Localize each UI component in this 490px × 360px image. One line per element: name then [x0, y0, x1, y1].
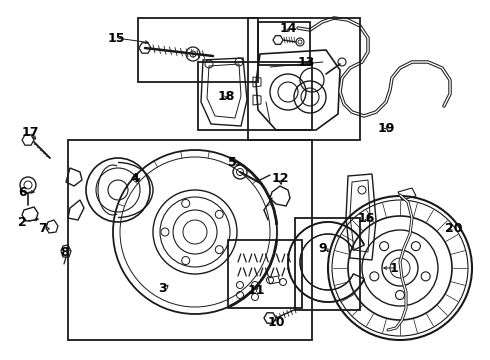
- Text: 3: 3: [158, 282, 167, 294]
- Bar: [295, 218, 360, 310]
- Text: 14: 14: [280, 22, 297, 35]
- Text: 10: 10: [268, 315, 286, 328]
- Text: 9: 9: [318, 242, 327, 255]
- Bar: [248, 18, 360, 140]
- Text: 15: 15: [108, 31, 125, 45]
- Text: 13: 13: [298, 55, 316, 68]
- Text: 8: 8: [60, 246, 69, 258]
- Bar: [198, 62, 312, 130]
- Text: 7: 7: [38, 221, 47, 234]
- Bar: [228, 240, 302, 308]
- Text: 20: 20: [445, 221, 463, 234]
- Text: 19: 19: [378, 122, 395, 135]
- Text: 4: 4: [130, 171, 139, 184]
- Text: 5: 5: [228, 156, 237, 168]
- Text: 16: 16: [358, 211, 375, 225]
- Text: 2: 2: [18, 216, 27, 229]
- Text: 11: 11: [248, 284, 266, 297]
- Text: 12: 12: [272, 171, 290, 184]
- Text: 18: 18: [218, 90, 235, 103]
- Text: 17: 17: [22, 126, 40, 139]
- Bar: [138, 18, 258, 82]
- Text: 6: 6: [18, 185, 26, 198]
- Text: 1: 1: [390, 261, 399, 274]
- Bar: [68, 140, 312, 340]
- Bar: [258, 22, 310, 65]
